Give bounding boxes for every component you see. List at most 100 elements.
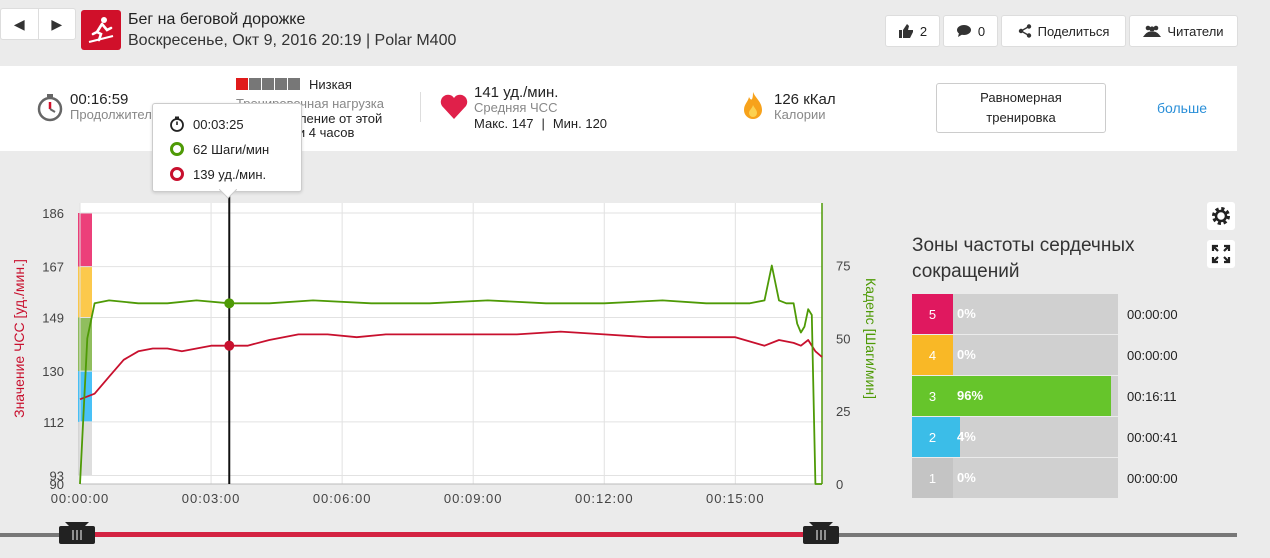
hr-zone-number: 5: [912, 294, 953, 334]
divider: [420, 92, 421, 122]
range-handle-right[interactable]: [801, 522, 841, 546]
calories-value: 126 кКал: [774, 91, 836, 108]
gear-icon: [1212, 207, 1230, 225]
likes-count: 2: [919, 23, 928, 39]
training-type-button[interactable]: Равномерная тренировка: [936, 83, 1106, 133]
x-tick: 00:12:00: [575, 491, 634, 506]
hr-zone-time: 00:00:00: [1127, 471, 1178, 486]
hr-zone-time: 00:00:00: [1127, 348, 1178, 363]
hr-cursor-point: [224, 340, 235, 351]
chart-tooltip: 00:03:25 62 Шаги/мин 139 уд./мин.: [152, 103, 302, 192]
x-tick: 00:15:00: [706, 491, 765, 506]
expand-icon: [1211, 244, 1231, 264]
hr-zone-row: 4 0%: [912, 335, 1118, 375]
tooltip-hr: 139 уд./мин.: [193, 166, 267, 182]
y-right-tick: 75: [836, 258, 850, 273]
avg-hr-value: 141 уд./мин.: [474, 84, 559, 101]
forward-button[interactable]: ▶: [39, 9, 76, 39]
y-right-tick: 25: [836, 404, 850, 419]
tooltip-time: 00:03:25: [193, 116, 244, 132]
hr-zone-bar: 0%: [953, 294, 1118, 334]
share-icon: [1018, 24, 1031, 38]
hr-zone-fill: [953, 417, 960, 457]
hr-zone-bar: 96%: [953, 376, 1118, 416]
training-load-level: Низкая: [309, 77, 352, 92]
x-tick: 00:09:00: [444, 491, 503, 506]
hr-zones-title-line2: сокращений: [912, 261, 1020, 282]
hr-zone-bar: 0%: [953, 335, 1118, 375]
range-handle-left[interactable]: [57, 522, 97, 546]
hr-zones-title-line1: Зоны частоты сердечных: [912, 235, 1135, 256]
hr-zone-bar: 4%: [953, 417, 1118, 457]
hr-zone-percent: 0%: [957, 470, 976, 485]
hr-min: Мин. 120: [552, 116, 608, 131]
hr-zone-number: 1: [912, 458, 953, 498]
fullscreen-button[interactable]: [1207, 240, 1235, 268]
page-title: Бег на беговой дорожке: [128, 11, 306, 28]
hr-zone-time: 00:00:41: [1127, 430, 1178, 445]
x-tick: 00:00:00: [51, 491, 110, 506]
hr-zone-number: 3: [912, 376, 953, 416]
hr-zone-percent: 4%: [957, 429, 976, 444]
hr-zone-row: 2 4%: [912, 417, 1118, 457]
hr-zone-number: 4: [912, 335, 953, 375]
back-button[interactable]: ◀: [1, 9, 39, 39]
hr-zone-band: [78, 266, 92, 318]
cadence-series-line: [79, 264, 822, 485]
readers-label: Читатели: [1167, 23, 1224, 39]
hr-max-min: Макс. 147 | Мин. 120: [474, 116, 607, 131]
stopwatch-icon: [37, 94, 63, 122]
y-left-axis-title: Значение ЧСС [уд./мин.]: [11, 259, 27, 418]
navigation-buttons: ◀ ▶: [0, 8, 76, 40]
settings-button[interactable]: [1207, 202, 1235, 230]
hr-zone-number: 2: [912, 417, 953, 457]
training-type-line2: тренировка: [986, 110, 1056, 125]
cadence-cursor-point: [224, 298, 235, 309]
tooltip-cadence: 62 Шаги/мин: [193, 141, 270, 157]
calories-label: Калории: [774, 107, 826, 122]
y-left-tick: 186: [42, 206, 64, 221]
hr-zone-band: [78, 213, 92, 267]
tooltip-pointer: [219, 189, 237, 199]
training-type-line1: Равномерная: [980, 90, 1062, 105]
hr-zone-row: 3 96%: [912, 376, 1118, 416]
people-icon: [1143, 25, 1162, 37]
y-right-tick: 0: [836, 477, 843, 492]
flame-icon: [744, 92, 762, 119]
hr-zone-time: 00:00:00: [1127, 307, 1178, 322]
hr-zone-percent: 96%: [957, 388, 984, 403]
y-left-tick: 112: [43, 415, 64, 430]
forward-icon: ▶: [51, 15, 63, 32]
readers-button[interactable]: Читатели: [1129, 15, 1238, 47]
hr-zones-title: Зоны частоты сердечных сокращений: [912, 233, 1134, 285]
y-left-tick: 130: [42, 364, 64, 379]
more-link[interactable]: больше: [1157, 100, 1207, 116]
stopwatch-icon: [170, 116, 184, 132]
share-button[interactable]: Поделиться: [1001, 15, 1126, 47]
hr-zone-row: 5 0%: [912, 294, 1118, 334]
comment-icon: [956, 25, 971, 37]
hr-marker-icon: [170, 167, 184, 181]
page-subtitle: Воскресенье, Окт 9, 2016 20:19 | Polar M…: [128, 32, 457, 49]
y-right-axis-title: Каденс [Шаги/мин]: [863, 278, 879, 399]
range-selected: [80, 532, 821, 537]
treadmill-icon: [81, 10, 121, 50]
thumbs-up-icon: [898, 24, 913, 38]
share-label: Поделиться: [1037, 23, 1110, 39]
hr-zone-time: 00:16:11: [1127, 389, 1177, 404]
hr-zone-bar: 0%: [953, 458, 1118, 498]
y-left-tick: 90: [50, 477, 64, 492]
cadence-marker-icon: [170, 142, 184, 156]
comments-button[interactable]: 0: [943, 15, 998, 47]
comments-count: 0: [977, 23, 986, 39]
back-icon: ◀: [13, 15, 25, 32]
hr-max: Макс. 147: [474, 116, 534, 131]
hr-series-line: [79, 330, 823, 401]
y-left-tick: 93: [50, 469, 64, 484]
like-button[interactable]: 2: [885, 15, 940, 47]
duration-label: Продолжительность: [70, 107, 152, 122]
hr-zone-row: 1 0%: [912, 458, 1118, 498]
avg-hr-label: Средняя ЧСС: [474, 100, 558, 115]
y-left-tick: 149: [42, 310, 64, 325]
